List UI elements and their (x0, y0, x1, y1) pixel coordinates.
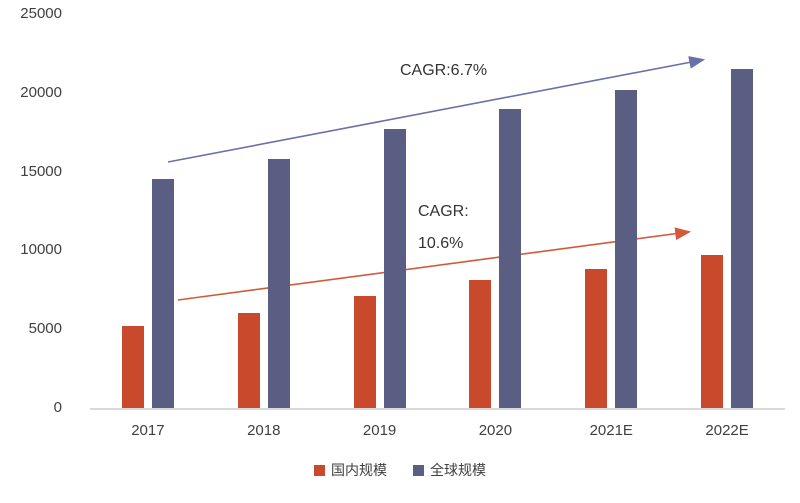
bar-国内规模-2022E (701, 255, 724, 408)
trend-arrow-全球规模 (167, 56, 706, 163)
bar-国内规模-2021E (585, 269, 608, 408)
legend-swatch-icon (314, 464, 325, 476)
x-tick-label: 2021E (589, 422, 633, 439)
y-tick-label: 0 (53, 399, 62, 416)
x-tick-label: 2020 (478, 422, 513, 439)
legend-swatch-icon (413, 464, 424, 476)
bar-全球规模-2017 (151, 179, 174, 408)
legend-label: 全球规模 (430, 462, 486, 478)
bar-国内规模-2017 (121, 326, 144, 408)
cagr-annotation: CAGR: (418, 203, 469, 220)
x-tick-label: 2018 (247, 422, 281, 439)
chart-legend: 国内规模 全球规模 (0, 460, 800, 480)
y-tick-label: 10000 (20, 241, 62, 259)
cagr-annotation: CAGR:6.7% (400, 62, 488, 79)
bar-国内规模-2020 (469, 280, 492, 408)
y-tick-label: 20000 (20, 83, 62, 101)
y-tick-label: 25000 (20, 5, 62, 22)
cagr-annotation: 10.6% (418, 235, 464, 252)
legend-label: 国内规模 (331, 462, 387, 478)
bar-全球规模-2021E (615, 89, 638, 408)
bar-国内规模-2019 (353, 296, 376, 408)
plot-area (90, 14, 785, 410)
legend-item-国内规模: 国内规模 (314, 460, 387, 480)
bar-全球规模-2018 (267, 158, 290, 408)
bar-全球规模-2019 (383, 129, 406, 408)
y-tick-label: 5000 (28, 320, 62, 338)
trend-arrows-svg (167, 56, 706, 301)
trend-arrow-国内规模 (177, 227, 692, 301)
bar-国内规模-2018 (237, 313, 260, 408)
bar-全球规模-2022E (731, 69, 754, 408)
y-tick-label: 15000 (20, 162, 62, 180)
x-tick-label: 2019 (362, 422, 397, 439)
x-tick-label: 2022E (705, 422, 749, 439)
bar-全球规模-2020 (499, 108, 522, 408)
x-tick-label: 2017 (131, 422, 165, 439)
legend-item-全球规模: 全球规模 (413, 460, 486, 480)
